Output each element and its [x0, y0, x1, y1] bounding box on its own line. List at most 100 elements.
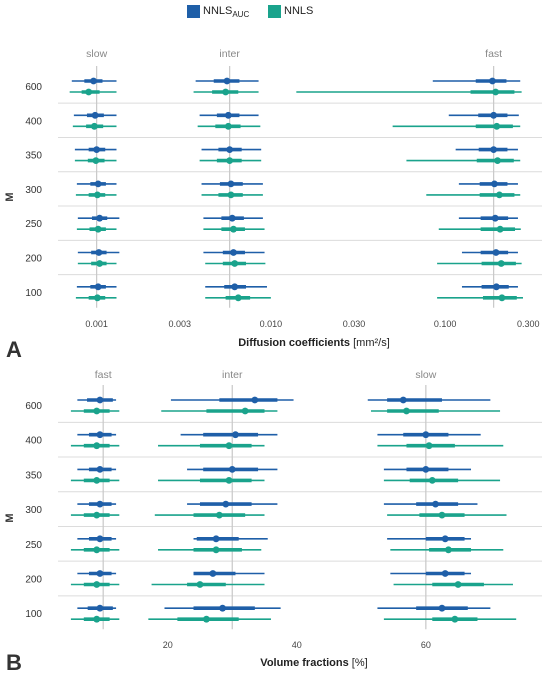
- panel-b-group-label: slow: [415, 369, 436, 381]
- panel-b-median-point: [425, 442, 433, 450]
- panel-b-row-label: 350: [25, 470, 42, 481]
- panel-b-median-point: [219, 604, 226, 612]
- panel-a-median-point: [230, 249, 237, 256]
- panel-a-x-tick-label: 0.001: [85, 319, 108, 329]
- panel-a-y-axis-title: M: [4, 192, 16, 201]
- legend-swatch-nnls: [268, 5, 281, 18]
- panel-a-row-label: 350: [25, 151, 42, 162]
- panel-a-median-point: [223, 77, 231, 85]
- panel-b-label: B: [6, 650, 22, 675]
- panel-b-y-axis-title: M: [4, 513, 16, 522]
- panel-a-group-label: inter: [219, 48, 240, 60]
- panel-b-median-point: [422, 431, 430, 439]
- panel-a-median-point: [90, 122, 98, 130]
- panel-a-label: A: [6, 337, 22, 362]
- panel-a-median-point: [492, 88, 500, 96]
- panel-b-row-label: 400: [25, 436, 42, 447]
- panel-a-median-point: [227, 191, 235, 199]
- panel-b-median-point: [454, 581, 462, 588]
- panel-a-median-point: [95, 249, 103, 256]
- panel-a-median-point: [94, 225, 102, 233]
- panel-b-median-point: [228, 466, 236, 473]
- panel-a-median-point: [495, 191, 503, 199]
- panel-a-median-point: [494, 157, 501, 165]
- panel-a-median-point: [230, 225, 237, 233]
- panel-b-row-label: 300: [25, 505, 42, 516]
- panel-b-x-tick-label: 60: [421, 640, 431, 650]
- panel-a-median-point: [94, 283, 102, 291]
- panel-a-median-point: [92, 157, 100, 165]
- panel-b-median-point: [93, 477, 101, 484]
- panel-b-median-point: [93, 442, 101, 450]
- legend-swatch-nnls-auc: [187, 5, 200, 18]
- panel-a-median-point: [94, 180, 102, 188]
- panel-b-median-point: [225, 442, 233, 450]
- panel-a-median-point: [222, 88, 230, 96]
- panel-b-median-point: [428, 477, 436, 484]
- panel-a-median-point: [490, 146, 498, 154]
- panel-a-median-point: [493, 122, 501, 130]
- panel-a-median-point: [234, 294, 242, 302]
- panel-a-median-point: [224, 122, 232, 130]
- panel-a-row-label: 250: [25, 219, 42, 230]
- panel-a-median-point: [496, 225, 504, 233]
- panel-b-median-point: [212, 546, 220, 554]
- panel-b-median-point: [203, 615, 210, 623]
- panel-b-median-point: [96, 570, 104, 577]
- panel-b-median-point: [241, 407, 249, 415]
- panel-b-x-tick-label: 40: [292, 640, 302, 650]
- legend-auc-subscript: AUC: [232, 10, 250, 20]
- panel-b-median-point: [422, 466, 430, 473]
- panel-b-median-point: [96, 431, 104, 439]
- legend-label-nnls: NNLS: [284, 5, 314, 17]
- legend-label-nnls-auc: NNLSAUC: [203, 5, 249, 19]
- panel-a-group-label: slow: [86, 48, 107, 60]
- panel-b-median-point: [93, 511, 101, 519]
- panel-a-row-label: 100: [25, 288, 42, 299]
- panel-b-x-axis-title: Volume fractions [%]: [260, 657, 367, 669]
- panel-a-median-point: [91, 111, 99, 119]
- legend-auc-prefix: NNLS: [203, 5, 233, 17]
- panel-b-median-point: [251, 396, 259, 404]
- panel-b-median-point: [399, 396, 407, 404]
- panel-b-median-point: [96, 396, 104, 404]
- panel-a-row-label: 200: [25, 254, 42, 265]
- panel-b-median-point: [93, 407, 101, 415]
- panel-b-x-axis-title-unit: [%]: [352, 657, 368, 669]
- panel-a-group-label: fast: [485, 48, 502, 60]
- panel-b-median-point: [96, 604, 104, 612]
- panel-b-median-point: [212, 535, 220, 543]
- panel-a-median-point: [228, 214, 236, 222]
- panel-b-median-point: [196, 581, 204, 588]
- panel-a-median-point: [492, 283, 500, 291]
- panel-a-median-point: [94, 191, 101, 199]
- panel-a-median-point: [85, 88, 93, 96]
- panel-a-median-point: [489, 77, 496, 85]
- panel-a-median-point: [498, 294, 506, 302]
- panel-a-x-axis-title: Diffusion coefficients [mm²/s]: [238, 337, 390, 349]
- panel-b-x-axis-title-bold: Volume fractions: [260, 657, 351, 669]
- legend: NNLSAUC NNLS: [0, 0, 550, 26]
- panel-b-median-point: [225, 477, 233, 484]
- panel-a-median-point: [93, 146, 101, 154]
- panel-b-median-point: [441, 570, 449, 577]
- panel-b-median-point: [93, 615, 101, 623]
- panel-b-row-label: 250: [25, 540, 42, 551]
- panel-a-x-tick-label: 0.010: [260, 319, 283, 329]
- panel-a-median-point: [96, 214, 104, 222]
- panel-a-x-tick-label: 0.030: [343, 319, 366, 329]
- panel-b-row-label: 100: [25, 609, 42, 620]
- panel-b-median-point: [232, 431, 239, 439]
- panel-a-median-point: [231, 260, 239, 267]
- panel-a-x-tick-label: 0.003: [169, 319, 192, 329]
- panel-b-median-point: [93, 546, 101, 554]
- panel-b-median-point: [96, 535, 104, 543]
- panel-a-median-point: [497, 260, 505, 267]
- panel-b-median-point: [215, 511, 223, 519]
- panel-a-x-tick-label: 0.300: [517, 319, 540, 329]
- panel-a-row-label: 600: [25, 82, 42, 93]
- panel-a-median-point: [224, 111, 232, 119]
- panel-b-median-point: [403, 407, 410, 415]
- panel-b-median-point: [432, 500, 439, 508]
